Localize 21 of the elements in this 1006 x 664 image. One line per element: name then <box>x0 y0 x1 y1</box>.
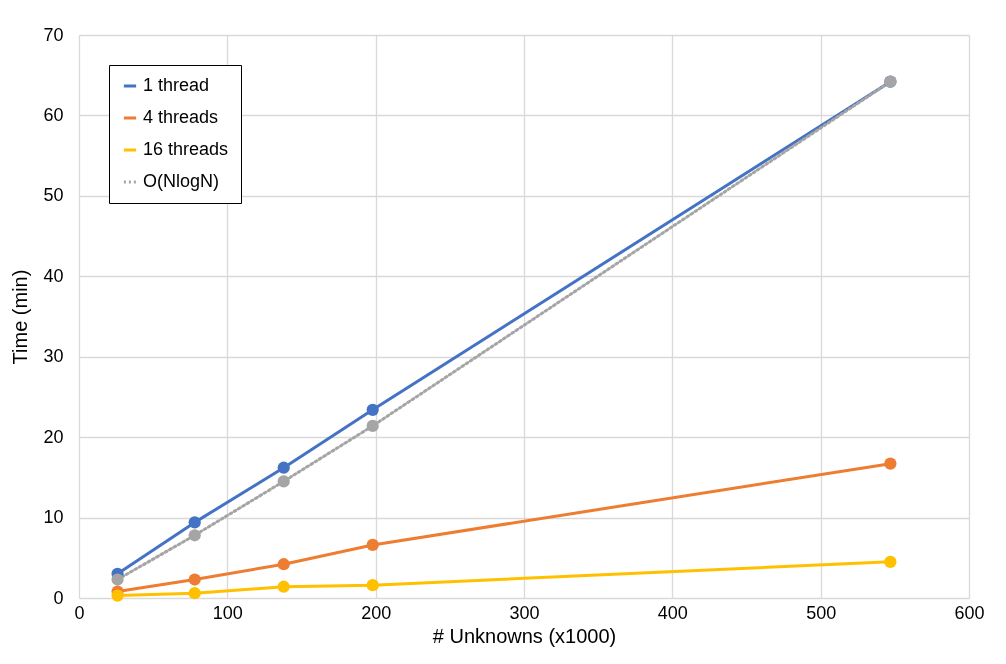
legend-label: O(NlogN) <box>143 171 220 191</box>
x-tick-label: 400 <box>657 602 688 623</box>
legend-label: 1 thread <box>143 75 210 95</box>
x-tick-label: 600 <box>954 602 985 623</box>
y-tick-label: 50 <box>43 185 64 206</box>
x-axis-title: # Unknowns (x1000) <box>432 624 617 647</box>
x-tick-label: 200 <box>361 602 392 623</box>
y-tick-label: 60 <box>43 104 64 125</box>
y-tick-label: 20 <box>43 426 64 447</box>
y-tick-label: 10 <box>43 507 64 528</box>
x-tick-label: 100 <box>212 602 243 623</box>
y-axis-title: Time (min) <box>9 269 32 365</box>
legend-label: 4 threads <box>143 107 219 127</box>
legend-label: 16 threads <box>143 139 229 159</box>
y-tick-label: 70 <box>43 24 64 45</box>
x-tick-label: 300 <box>509 602 540 623</box>
y-tick-label: 0 <box>53 587 64 608</box>
x-tick-label: 500 <box>806 602 837 623</box>
y-tick-label: 40 <box>43 265 64 286</box>
x-tick-label: 0 <box>74 602 85 623</box>
y-tick-label: 30 <box>43 346 64 367</box>
